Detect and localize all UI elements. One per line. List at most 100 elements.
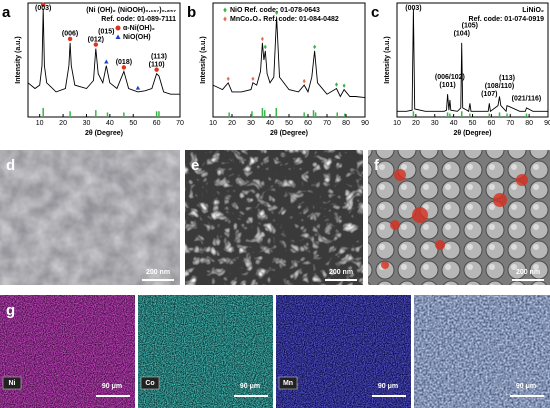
scale-label: 200 nm bbox=[146, 269, 170, 276]
x-tick-label: 10 bbox=[393, 120, 401, 127]
y-axis-label: Intensity (a.u.) bbox=[15, 36, 22, 83]
legend-marker bbox=[115, 25, 121, 31]
peak-marker bbox=[135, 85, 141, 90]
peak-label: (113) bbox=[499, 75, 515, 82]
x-tick-label: 60 bbox=[153, 120, 161, 127]
x-axis-label: 2θ (Degree) bbox=[453, 130, 491, 137]
chart-title: (Ni (OH)₂ (NiOOH)₀.₁₆₇)₀.₈₅₇ bbox=[86, 7, 176, 14]
peak-marker bbox=[251, 76, 255, 81]
x-tick-label: 50 bbox=[129, 120, 137, 127]
peak-marker bbox=[41, 2, 46, 7]
peak-marker bbox=[313, 44, 317, 50]
map-texture bbox=[0, 295, 135, 408]
peak-label: (006) bbox=[62, 31, 78, 38]
element-tag bbox=[140, 376, 160, 390]
element-label: Co bbox=[145, 380, 154, 387]
element-label: Ni bbox=[9, 380, 16, 387]
peak-marker bbox=[93, 42, 99, 47]
panel-label: b bbox=[187, 4, 196, 21]
peak-label: (101) bbox=[439, 82, 455, 89]
legend-marker bbox=[223, 7, 227, 13]
map-texture bbox=[276, 295, 411, 408]
axes-frame bbox=[27, 2, 181, 118]
y-axis-label: Intensity (a.u.) bbox=[200, 36, 207, 83]
x-tick-label: 80 bbox=[342, 120, 350, 127]
peak-marker bbox=[334, 82, 339, 87]
y-axis-label: Intensity (a.u.) bbox=[384, 36, 391, 83]
x-tick-label: 30 bbox=[247, 120, 255, 127]
element-tag bbox=[278, 376, 298, 390]
x-tick-label: 40 bbox=[106, 120, 114, 127]
peak-label: (108/110) bbox=[485, 83, 515, 90]
x-tick-label: 50 bbox=[285, 120, 293, 127]
legend-label: NiO(OH) bbox=[123, 34, 151, 41]
scale-label: 200 nm bbox=[329, 269, 353, 276]
legend-marker bbox=[115, 34, 121, 39]
sem-texture bbox=[0, 150, 180, 285]
peak-label: (107) bbox=[481, 91, 497, 98]
x-tick-label: 20 bbox=[412, 120, 420, 127]
sem-texture bbox=[185, 150, 363, 285]
peak-marker bbox=[121, 65, 127, 70]
x-tick-label: 10 bbox=[209, 120, 217, 127]
peak-label: (018) bbox=[116, 59, 132, 66]
map-texture bbox=[414, 295, 550, 408]
peak-label: (003) bbox=[405, 5, 421, 12]
x-tick-label: 70 bbox=[506, 120, 514, 127]
x-tick-label: 10 bbox=[36, 120, 44, 127]
x-tick-label: 90 bbox=[544, 120, 550, 127]
peak-marker bbox=[263, 44, 267, 50]
panel-label: e bbox=[191, 157, 199, 174]
peak-label: (105) bbox=[462, 23, 478, 30]
element-label: Mn bbox=[283, 380, 293, 387]
scale-label: 90 μm bbox=[102, 383, 122, 390]
sem-image-f bbox=[368, 150, 550, 285]
sem-images bbox=[0, 150, 550, 285]
peak-label: (021/116) bbox=[512, 96, 542, 103]
panel-label: a bbox=[2, 4, 11, 21]
peak-marker bbox=[302, 78, 306, 84]
x-tick-label: 80 bbox=[525, 120, 533, 127]
red-highlights bbox=[381, 169, 528, 269]
legend-label: NiO Ref. code: 01-078-0643 bbox=[230, 7, 320, 14]
peak-marker bbox=[67, 36, 73, 42]
peak-label: (006/102) bbox=[435, 74, 465, 81]
x-tick-label: 30 bbox=[83, 120, 91, 127]
peak-label: (012) bbox=[88, 36, 104, 43]
x-tick-label: 60 bbox=[304, 120, 312, 127]
x-tick-label: 90 bbox=[361, 120, 369, 127]
legend-marker bbox=[223, 16, 227, 22]
scale-label: 90 μm bbox=[516, 383, 536, 390]
scale-label: 90 μm bbox=[240, 383, 260, 390]
element-tag bbox=[2, 376, 22, 390]
xrd-line bbox=[27, 8, 180, 95]
chart-title: Ref. code: 01-074-0919 bbox=[469, 16, 545, 23]
map-texture bbox=[138, 295, 273, 408]
x-tick-label: 60 bbox=[487, 120, 495, 127]
peak-label: (113) bbox=[151, 54, 167, 61]
x-axis-label: 2θ (Degree) bbox=[85, 130, 123, 137]
panel-label: d bbox=[6, 157, 15, 174]
peak-label: (104) bbox=[454, 31, 470, 38]
peak-marker bbox=[226, 76, 230, 81]
xrd-line bbox=[212, 16, 366, 99]
x-tick-label: 30 bbox=[431, 120, 439, 127]
panel-label: c bbox=[371, 4, 379, 21]
x-tick-label: 20 bbox=[228, 120, 236, 127]
panel-label: g bbox=[6, 302, 15, 319]
x-tick-label: 70 bbox=[323, 120, 331, 127]
peak-marker bbox=[154, 67, 159, 72]
peak-marker bbox=[275, 10, 279, 15]
peak-marker bbox=[342, 83, 346, 88]
x-tick-label: 20 bbox=[59, 120, 67, 127]
peak-label: (015) bbox=[98, 28, 114, 35]
x-tick-label: 40 bbox=[450, 120, 458, 127]
peak-label: (003) bbox=[35, 5, 51, 12]
eds-maps bbox=[0, 295, 550, 408]
chart-title: Ref. code: 01-089-7111 bbox=[101, 16, 176, 23]
x-tick-label: 70 bbox=[176, 120, 184, 127]
peak-label: (110) bbox=[149, 62, 165, 69]
x-tick-label: 50 bbox=[469, 120, 477, 127]
x-tick-label: 40 bbox=[266, 120, 274, 127]
